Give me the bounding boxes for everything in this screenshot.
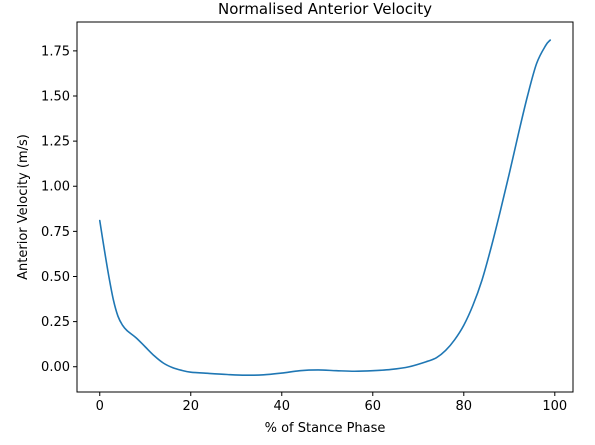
x-tick-label: 20 bbox=[182, 399, 199, 414]
y-tick-label: 1.00 bbox=[41, 180, 70, 195]
series-line bbox=[98, 39, 552, 377]
y-tick-label: 0.50 bbox=[41, 270, 70, 285]
y-tick-label: 0.00 bbox=[41, 360, 70, 375]
x-tick-label: 80 bbox=[456, 399, 473, 414]
y-axis-label: Anterior Velocity (m/s) bbox=[16, 134, 31, 280]
plot-frame bbox=[76, 21, 574, 393]
x-tick-label: 100 bbox=[542, 399, 567, 414]
y-tick-label: 0.75 bbox=[41, 225, 70, 240]
y-tick-label: 0.25 bbox=[41, 315, 70, 330]
x-tick-label: 60 bbox=[365, 399, 382, 414]
y-axis-ticks: 0.00 0.25 0.50 0.75 1.00 1.25 1.50 1.75 bbox=[41, 44, 77, 375]
x-tick-label: 40 bbox=[273, 399, 290, 414]
y-tick-label: 1.25 bbox=[41, 135, 70, 150]
chart-title: Normalised Anterior Velocity bbox=[218, 0, 432, 18]
y-tick-label: 1.50 bbox=[41, 90, 70, 105]
x-axis-label: % of Stance Phase bbox=[265, 421, 386, 436]
plot-series bbox=[98, 39, 552, 377]
x-axis-ticks: 0 20 40 60 80 100 bbox=[96, 392, 567, 414]
y-tick-label: 1.75 bbox=[41, 44, 70, 59]
x-tick-label: 0 bbox=[96, 399, 104, 414]
